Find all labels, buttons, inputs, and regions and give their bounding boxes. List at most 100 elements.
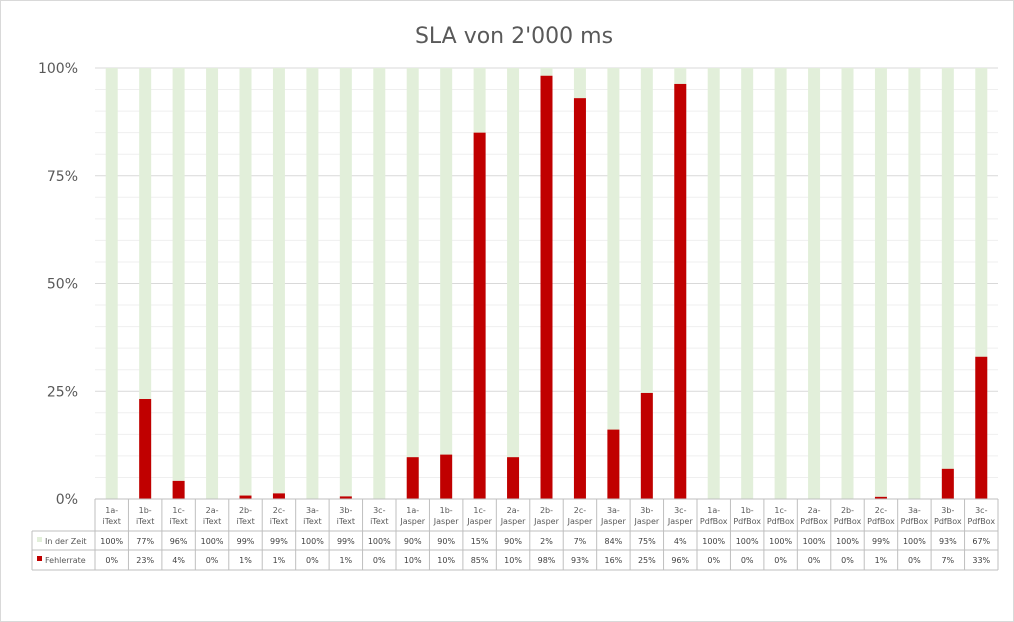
data-label: 100% [769, 537, 792, 546]
data-label: 93% [571, 556, 589, 565]
data-label: 1% [875, 556, 888, 565]
category-label: 2a- [507, 506, 520, 515]
category-label: 1a- [105, 506, 118, 515]
bar-fehlerrate [239, 495, 252, 499]
data-label: 96% [671, 556, 689, 565]
category-label: 3a- [306, 506, 319, 515]
data-label: 10% [437, 556, 455, 565]
data-label: 100% [736, 537, 759, 546]
data-label: 1% [239, 556, 252, 565]
bar-in-der-zeit [841, 68, 854, 499]
category-label: 3c- [674, 506, 686, 515]
category-label: Jasper [466, 517, 492, 526]
category-label: Jasper [500, 517, 526, 526]
bar-fehlerrate [406, 457, 419, 499]
bar-in-der-zeit [373, 68, 386, 499]
data-label: 77% [136, 537, 154, 546]
bar-in-der-zeit [741, 68, 754, 499]
bar-in-der-zeit [908, 68, 921, 499]
data-label: 7% [941, 556, 954, 565]
bar-in-der-zeit [707, 68, 720, 499]
category-label: 2a- [808, 506, 821, 515]
category-label: PdfBox [934, 517, 962, 526]
data-label: 0% [105, 556, 118, 565]
data-label: 0% [808, 556, 821, 565]
bar-in-der-zeit [607, 68, 620, 499]
data-label: 23% [136, 556, 154, 565]
data-label: 1% [339, 556, 352, 565]
bar-fehlerrate [540, 75, 553, 500]
bar-in-der-zeit [172, 68, 185, 499]
category-label: Jasper [399, 517, 425, 526]
data-label: 0% [373, 556, 386, 565]
data-label: 2% [540, 537, 553, 546]
category-label: PdfBox [967, 517, 995, 526]
bar-fehlerrate [172, 480, 185, 499]
bar-in-der-zeit [306, 68, 319, 499]
category-label: 2b- [540, 506, 553, 515]
data-label: 98% [538, 556, 556, 565]
data-label: 25% [638, 556, 656, 565]
bar-in-der-zeit [239, 68, 252, 499]
category-label: 3b- [339, 506, 352, 515]
legend-key [37, 537, 42, 542]
category-label: iText [103, 517, 121, 526]
category-label: 1c- [774, 506, 786, 515]
bar-fehlerrate [975, 356, 988, 499]
bar-in-der-zeit [339, 68, 352, 499]
bar-in-der-zeit [774, 68, 787, 499]
category-label: iText [270, 517, 288, 526]
bar-fehlerrate [874, 496, 887, 499]
data-label: 96% [170, 537, 188, 546]
category-label: 2b- [239, 506, 252, 515]
bar-fehlerrate [440, 454, 453, 499]
legend-label: In der Zeit [45, 537, 87, 546]
data-label: 100% [201, 537, 224, 546]
category-label: Jasper [600, 517, 626, 526]
data-label: 0% [306, 556, 319, 565]
category-label: 1b- [139, 506, 152, 515]
category-label: 2c- [574, 506, 586, 515]
data-label: 0% [774, 556, 787, 565]
category-label: Jasper [633, 517, 659, 526]
category-label: PdfBox [901, 517, 929, 526]
data-label: 100% [702, 537, 725, 546]
category-label: 1c- [473, 506, 485, 515]
data-label: 1% [273, 556, 286, 565]
data-label: 7% [574, 537, 587, 546]
category-label: 1b- [741, 506, 754, 515]
data-label: 15% [471, 537, 489, 546]
bar-in-der-zeit [406, 68, 419, 499]
category-label: 2c- [273, 506, 285, 515]
data-label: 99% [337, 537, 355, 546]
bar-in-der-zeit [808, 68, 821, 499]
bar-fehlerrate [674, 83, 687, 500]
bar-in-der-zeit [507, 68, 520, 499]
category-label: 3a- [607, 506, 620, 515]
category-label: 2a- [206, 506, 219, 515]
data-label: 100% [368, 537, 391, 546]
y-axis-ticks: 0% 25% 50% 75% 100% [38, 61, 78, 508]
category-label: Jasper [533, 517, 559, 526]
data-label: 85% [471, 556, 489, 565]
data-label: 0% [206, 556, 219, 565]
data-label: 100% [100, 537, 123, 546]
data-label: 93% [939, 537, 957, 546]
bar-in-der-zeit [941, 68, 954, 499]
bar-fehlerrate [607, 429, 620, 499]
data-label: 90% [437, 537, 455, 546]
category-label: 3a- [908, 506, 921, 515]
data-label: 16% [604, 556, 622, 565]
data-label: 4% [674, 537, 687, 546]
category-label: iText [203, 517, 221, 526]
data-label: 75% [638, 537, 656, 546]
data-label: 67% [972, 537, 990, 546]
category-label: 1c- [172, 506, 184, 515]
data-label: 4% [172, 556, 185, 565]
bar-in-der-zeit [272, 68, 285, 499]
category-label: iText [169, 517, 187, 526]
y-tick-label: 100% [38, 61, 78, 77]
category-label: 3c- [373, 506, 385, 515]
category-label: 3c- [975, 506, 987, 515]
bar-in-der-zeit [874, 68, 887, 499]
